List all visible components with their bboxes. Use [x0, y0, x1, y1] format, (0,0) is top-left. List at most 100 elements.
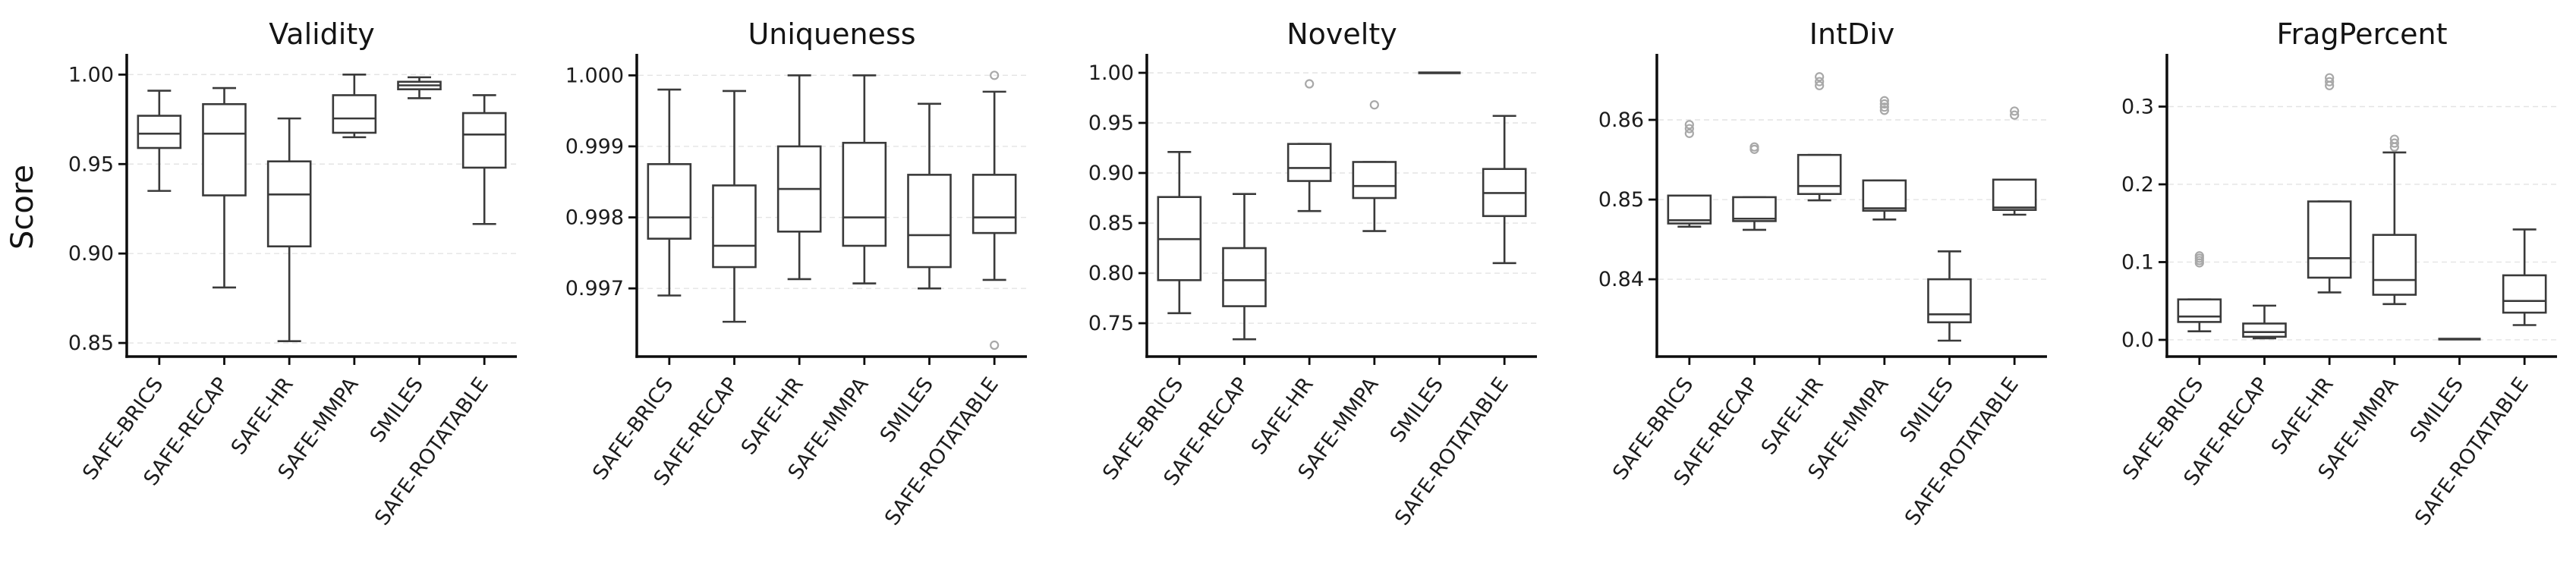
box-safe-brics	[2177, 251, 2222, 332]
panel-title: IntDiv	[1809, 17, 1895, 51]
box-safe-brics	[1157, 150, 1202, 315]
box-safe-recap	[202, 86, 247, 289]
outlier-point	[1879, 102, 1889, 112]
outlier-point	[2325, 77, 2335, 86]
iqr-box	[2502, 274, 2547, 314]
iqr-box	[972, 174, 1017, 234]
y-tick-label: 0.95	[68, 152, 114, 176]
box-safe-recap	[2242, 304, 2287, 340]
iqr-box	[712, 184, 757, 269]
panel-uniqueness: 0.997 0.998 0.999 1.000 SAFE-BRICS SAFE-RECAP…	[510, 0, 1027, 569]
box-safe-recap	[1732, 142, 1777, 231]
boxplot-svg-fragpercent: 0.00.10.20.3SAFE-BRICSSAFE-RECAPSAFE-HRS…	[2118, 17, 2557, 530]
gridlines	[1658, 119, 2047, 280]
panel-novelty: 0.75 0.80 0.85 0.90 0.95 1.00 SAFE-BRICS SAFE-R…	[1020, 0, 1537, 569]
y-tick-label: 1.00	[68, 63, 114, 86]
y-tick-label: 1.00	[1088, 61, 1134, 85]
panel-title: Novelty	[1286, 17, 1397, 51]
y-tick-label: 0.997	[565, 277, 624, 300]
iqr-box	[1862, 179, 1907, 212]
x-tick-label: SMILES	[876, 373, 938, 447]
box-safe-hr	[776, 74, 822, 281]
box-safe-recap	[712, 90, 757, 323]
outlier-point	[2325, 73, 2335, 83]
x-tick-label: SAFE-HR	[227, 373, 298, 459]
panel-fragpercent: 0.0 0.1 0.2 0.3 SAFE-BRICS SAFE-RECAP SAFE-HR S…	[2040, 0, 2576, 569]
y-tick-label: 1.000	[565, 64, 624, 87]
y-tick-label: 0.80	[1088, 262, 1134, 285]
box-safe-mmpa	[332, 74, 377, 139]
iqr-box	[1992, 178, 2037, 212]
outlier-point	[1369, 100, 1379, 110]
box-safe-mmpa	[2372, 134, 2417, 306]
box-safe-mmpa	[1352, 100, 1397, 232]
y-tick-label: 0.86	[1598, 108, 1644, 132]
box-safe-rotatable	[1482, 115, 1527, 265]
iqr-box	[1927, 278, 1972, 324]
iqr-box	[137, 115, 182, 149]
box-safe-brics	[647, 88, 692, 297]
outlier-point	[1879, 96, 1889, 105]
iqr-box	[2177, 298, 2222, 323]
box-safe-mmpa	[842, 74, 887, 284]
gridlines	[1148, 72, 1537, 324]
iqr-box	[1352, 161, 1397, 200]
x-tick-label: SMILES	[1896, 373, 1958, 447]
boxplot-svg-uniqueness: 0.9970.9980.9991.000SAFE-BRICSSAFE-RECAP…	[565, 17, 1027, 530]
box-safe-rotatable	[1992, 106, 2037, 216]
box-safe-hr	[1286, 79, 1332, 212]
outlier-point	[990, 340, 1000, 351]
panel-title: FragPercent	[2276, 17, 2447, 51]
outlier-point	[2389, 138, 2399, 148]
box-safe-rotatable	[972, 71, 1017, 351]
y-tick-label: 0.90	[1088, 162, 1134, 185]
y-tick-label: 0.2	[2121, 173, 2154, 196]
x-tick-label: SAFE-HR	[1247, 373, 1318, 459]
box-smiles	[907, 102, 952, 290]
box-safe-hr	[1797, 72, 1842, 202]
outlier-point	[1815, 80, 1825, 90]
iqr-box	[266, 160, 312, 248]
outlier-point	[1684, 128, 1694, 138]
gridlines	[128, 74, 517, 344]
iqr-box	[2307, 200, 2352, 279]
panel-title: Uniqueness	[748, 17, 915, 51]
y-tick-label: 0.75	[1088, 312, 1134, 335]
box-safe-hr	[266, 117, 312, 343]
outlier-point	[1815, 77, 1825, 86]
x-tick-label: SAFE-ROTATABLE	[370, 373, 493, 530]
iqr-box	[202, 102, 247, 196]
y-tick-label: 0.0	[2121, 329, 2154, 352]
iqr-box	[2242, 322, 2287, 338]
iqr-box	[1222, 247, 1267, 307]
box-safe-rotatable	[461, 94, 507, 225]
boxplot-svg-intdiv: 0.840.850.86SAFE-BRICSSAFE-RECAPSAFE-HRS…	[1598, 17, 2047, 530]
gridlines	[2168, 105, 2557, 341]
outlier-point	[2194, 251, 2204, 261]
gridlines	[638, 74, 1027, 289]
y-tick-label: 0.999	[565, 135, 624, 159]
box-safe-hr	[2307, 73, 2352, 294]
y-tick-label: 0.84	[1598, 268, 1644, 291]
y-tick-label: 0.90	[68, 242, 114, 266]
outlier-point	[1305, 79, 1315, 89]
box-safe-brics	[137, 90, 182, 192]
iqr-box	[1286, 143, 1332, 182]
box-safe-mmpa	[1862, 96, 1907, 221]
iqr-box	[332, 94, 377, 134]
iqr-box	[842, 141, 887, 247]
x-tick-label: SAFE-HR	[737, 373, 808, 459]
box-safe-rotatable	[2502, 228, 2547, 326]
outlier-point	[990, 71, 1000, 80]
box-smiles	[1927, 250, 1972, 342]
y-tick-label: 0.1	[2121, 250, 2154, 274]
boxplot-svg-validity: 0.850.900.951.00SAFE-BRICSSAFE-RECAPSAFE…	[68, 17, 517, 530]
y-tick-label: 0.3	[2121, 95, 2154, 118]
panel-title: Validity	[269, 17, 375, 51]
outlier-point	[1684, 120, 1694, 130]
x-tick-label: SAFE-ROTATABLE	[2411, 373, 2533, 530]
x-tick-label: SAFE-ROTATABLE	[1901, 373, 2023, 530]
iqr-box	[1732, 196, 1777, 222]
panel-intdiv: 0.84 0.85 0.86 SAFE-BRICS SAFE-RECAP SAFE-HR S…	[1530, 0, 2047, 569]
